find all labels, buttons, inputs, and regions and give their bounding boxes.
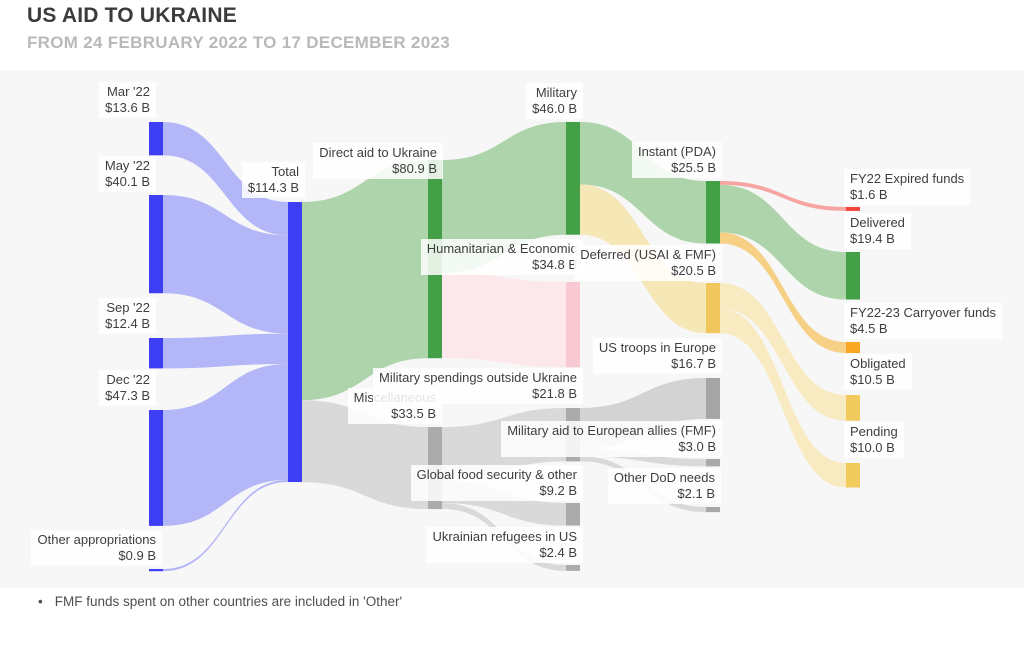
node-military[interactable]: [566, 122, 580, 235]
flow-may22-to-total[interactable]: [163, 195, 288, 334]
node-mil_outside[interactable]: [566, 408, 580, 462]
node-refugees[interactable]: [566, 565, 580, 571]
page-title: US AID TO UKRAINE: [27, 4, 237, 27]
page-subtitle: FROM 24 FEBRUARY 2022 TO 17 DECEMBER 202…: [27, 33, 450, 52]
flow-direct_aid-to-military[interactable]: [442, 122, 566, 273]
flow-total-to-misc[interactable]: [302, 400, 428, 510]
node-may22[interactable]: [149, 195, 163, 294]
node-delivered[interactable]: [846, 252, 860, 300]
node-deferred[interactable]: [706, 283, 720, 334]
footnote-text: FMF funds spent on other countries are i…: [54, 594, 403, 609]
flow-direct_aid-to-humanitarian[interactable]: [442, 272, 566, 368]
node-pending[interactable]: [846, 463, 860, 488]
node-expired[interactable]: [846, 207, 860, 211]
node-other_appr[interactable]: [149, 569, 163, 572]
node-us_troops[interactable]: [706, 378, 720, 419]
node-misc[interactable]: [428, 427, 442, 510]
flow-instant-to-carryover[interactable]: [720, 232, 846, 354]
flow-misc-to-mil_outside[interactable]: [442, 408, 566, 481]
flow-instant-to-expired[interactable]: [720, 181, 846, 211]
node-sep22[interactable]: [149, 338, 163, 369]
node-mil_europe[interactable]: [706, 459, 720, 467]
node-mar22[interactable]: [149, 122, 163, 156]
node-other_dod[interactable]: [706, 507, 720, 513]
node-instant[interactable]: [706, 181, 720, 244]
flow-military-to-instant[interactable]: [580, 122, 706, 244]
flow-mar22-to-total[interactable]: [163, 122, 288, 236]
footnote: • FMF funds spent on other countries are …: [38, 594, 402, 609]
flow-total-to-direct_aid[interactable]: [302, 160, 428, 401]
flow-mil_outside-to-mil_europe[interactable]: [580, 448, 706, 467]
flow-other_appr-to-total[interactable]: [163, 479, 288, 572]
node-direct_aid[interactable]: [428, 160, 442, 359]
flow-sep22-to-total[interactable]: [163, 333, 288, 369]
node-carryover[interactable]: [846, 342, 860, 354]
node-humanitarian[interactable]: [566, 282, 580, 368]
flow-misc-to-food[interactable]: [442, 480, 566, 526]
node-obligated[interactable]: [846, 395, 860, 421]
flow-deferred-to-pending[interactable]: [720, 308, 846, 488]
node-food[interactable]: [566, 503, 580, 526]
node-total[interactable]: [288, 202, 302, 483]
flow-dec22-to-total[interactable]: [163, 363, 288, 526]
footnote-bullet-icon: •: [38, 594, 43, 609]
flow-instant-to-delivered[interactable]: [720, 184, 846, 300]
node-dec22[interactable]: [149, 410, 163, 526]
flow-mil_outside-to-us_troops[interactable]: [580, 378, 706, 449]
flow-deferred-to-obligated[interactable]: [720, 283, 846, 421]
